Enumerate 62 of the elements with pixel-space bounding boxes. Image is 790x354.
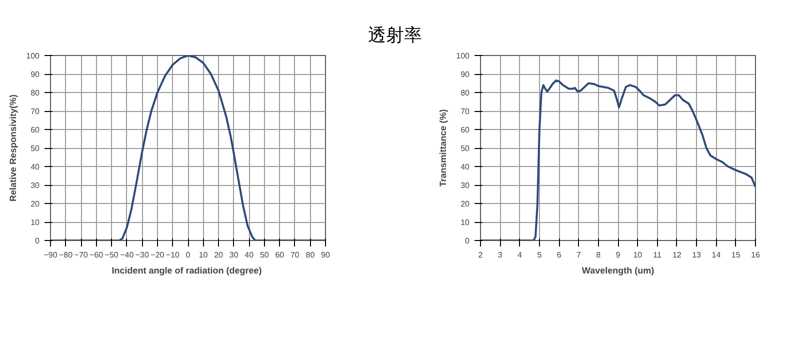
x-tick-label: 40 bbox=[244, 250, 254, 260]
x-tick-label: 60 bbox=[275, 250, 285, 260]
y-tick-label: 50 bbox=[460, 144, 470, 153]
x-tick-label: 13 bbox=[692, 250, 702, 260]
x-tick-label: 20 bbox=[214, 250, 224, 260]
x-tick-label: 70 bbox=[290, 250, 300, 260]
y-tick-label: 40 bbox=[460, 162, 470, 172]
x-tick-label: 80 bbox=[306, 250, 316, 260]
x-tick-label: 5 bbox=[537, 250, 542, 260]
x-tick-label: −60 bbox=[90, 250, 104, 260]
x-tick-label: 8 bbox=[596, 250, 602, 260]
x-tick-label: −90 bbox=[44, 250, 58, 260]
x-tick-label: −70 bbox=[74, 250, 88, 260]
y-axis-title: Transmittance (%) bbox=[438, 109, 448, 187]
x-tick-label: 16 bbox=[751, 250, 760, 260]
x-tick-label: −30 bbox=[135, 250, 150, 260]
x-tick-label: 14 bbox=[712, 250, 722, 260]
x-axis-title: Wavelength (um) bbox=[582, 266, 654, 276]
y-tick-label: 30 bbox=[460, 181, 470, 190]
y-tick-label: 90 bbox=[30, 70, 40, 79]
y-tick-label: 0 bbox=[465, 236, 470, 246]
x-tick-label: 4 bbox=[518, 250, 523, 260]
x-tick-label: 2 bbox=[478, 250, 484, 260]
x-tick-label: 15 bbox=[731, 250, 741, 260]
y-tick-label: 70 bbox=[460, 107, 470, 116]
y-tick-label: 20 bbox=[30, 200, 40, 208]
x-tick-label: −50 bbox=[104, 250, 119, 260]
y-tick-label: 100 bbox=[26, 52, 40, 60]
x-tick-label: −80 bbox=[58, 250, 74, 260]
x-tick-label: 11 bbox=[653, 250, 662, 260]
y-tick-label: 80 bbox=[460, 88, 470, 98]
y-tick-label: 60 bbox=[460, 126, 470, 134]
x-tick-label: 90 bbox=[321, 250, 330, 260]
line-series bbox=[50, 56, 326, 240]
x-tick-label: 0 bbox=[186, 250, 191, 260]
x-tick-label: 10 bbox=[633, 250, 643, 260]
x-tick-label: 6 bbox=[556, 250, 562, 260]
y-tick-label: 100 bbox=[456, 52, 470, 60]
y-tick-label: 40 bbox=[30, 162, 40, 172]
y-tick-label: 60 bbox=[30, 126, 40, 134]
y-tick-label: 80 bbox=[30, 88, 40, 98]
x-tick-label: 3 bbox=[498, 250, 503, 260]
x-tick-label: 7 bbox=[576, 250, 582, 260]
y-tick-label: 90 bbox=[460, 70, 470, 79]
y-tick-label: 70 bbox=[30, 107, 40, 116]
x-tick-label: −40 bbox=[120, 250, 134, 260]
x-tick-label: −20 bbox=[150, 250, 165, 260]
y-axis-title: Relative Responsivity(%) bbox=[8, 94, 18, 202]
y-tick-label: 10 bbox=[460, 218, 470, 227]
y-tick-label: 50 bbox=[30, 144, 40, 153]
x-tick-label: 10 bbox=[198, 250, 208, 260]
x-tick-label: 9 bbox=[616, 250, 621, 260]
y-tick-label: 10 bbox=[30, 218, 40, 227]
x-tick-label: 30 bbox=[229, 250, 239, 260]
x-axis-title: Incident angle of radiation (degree) bbox=[112, 266, 262, 276]
y-tick-label: 0 bbox=[35, 236, 40, 246]
y-tick-label: 30 bbox=[30, 181, 40, 190]
chart-title: 透射率 bbox=[368, 24, 422, 47]
x-tick-label: −10 bbox=[166, 250, 180, 260]
x-tick-label: 12 bbox=[672, 250, 682, 260]
x-tick-label: 50 bbox=[260, 250, 270, 260]
y-tick-label: 20 bbox=[460, 200, 470, 208]
